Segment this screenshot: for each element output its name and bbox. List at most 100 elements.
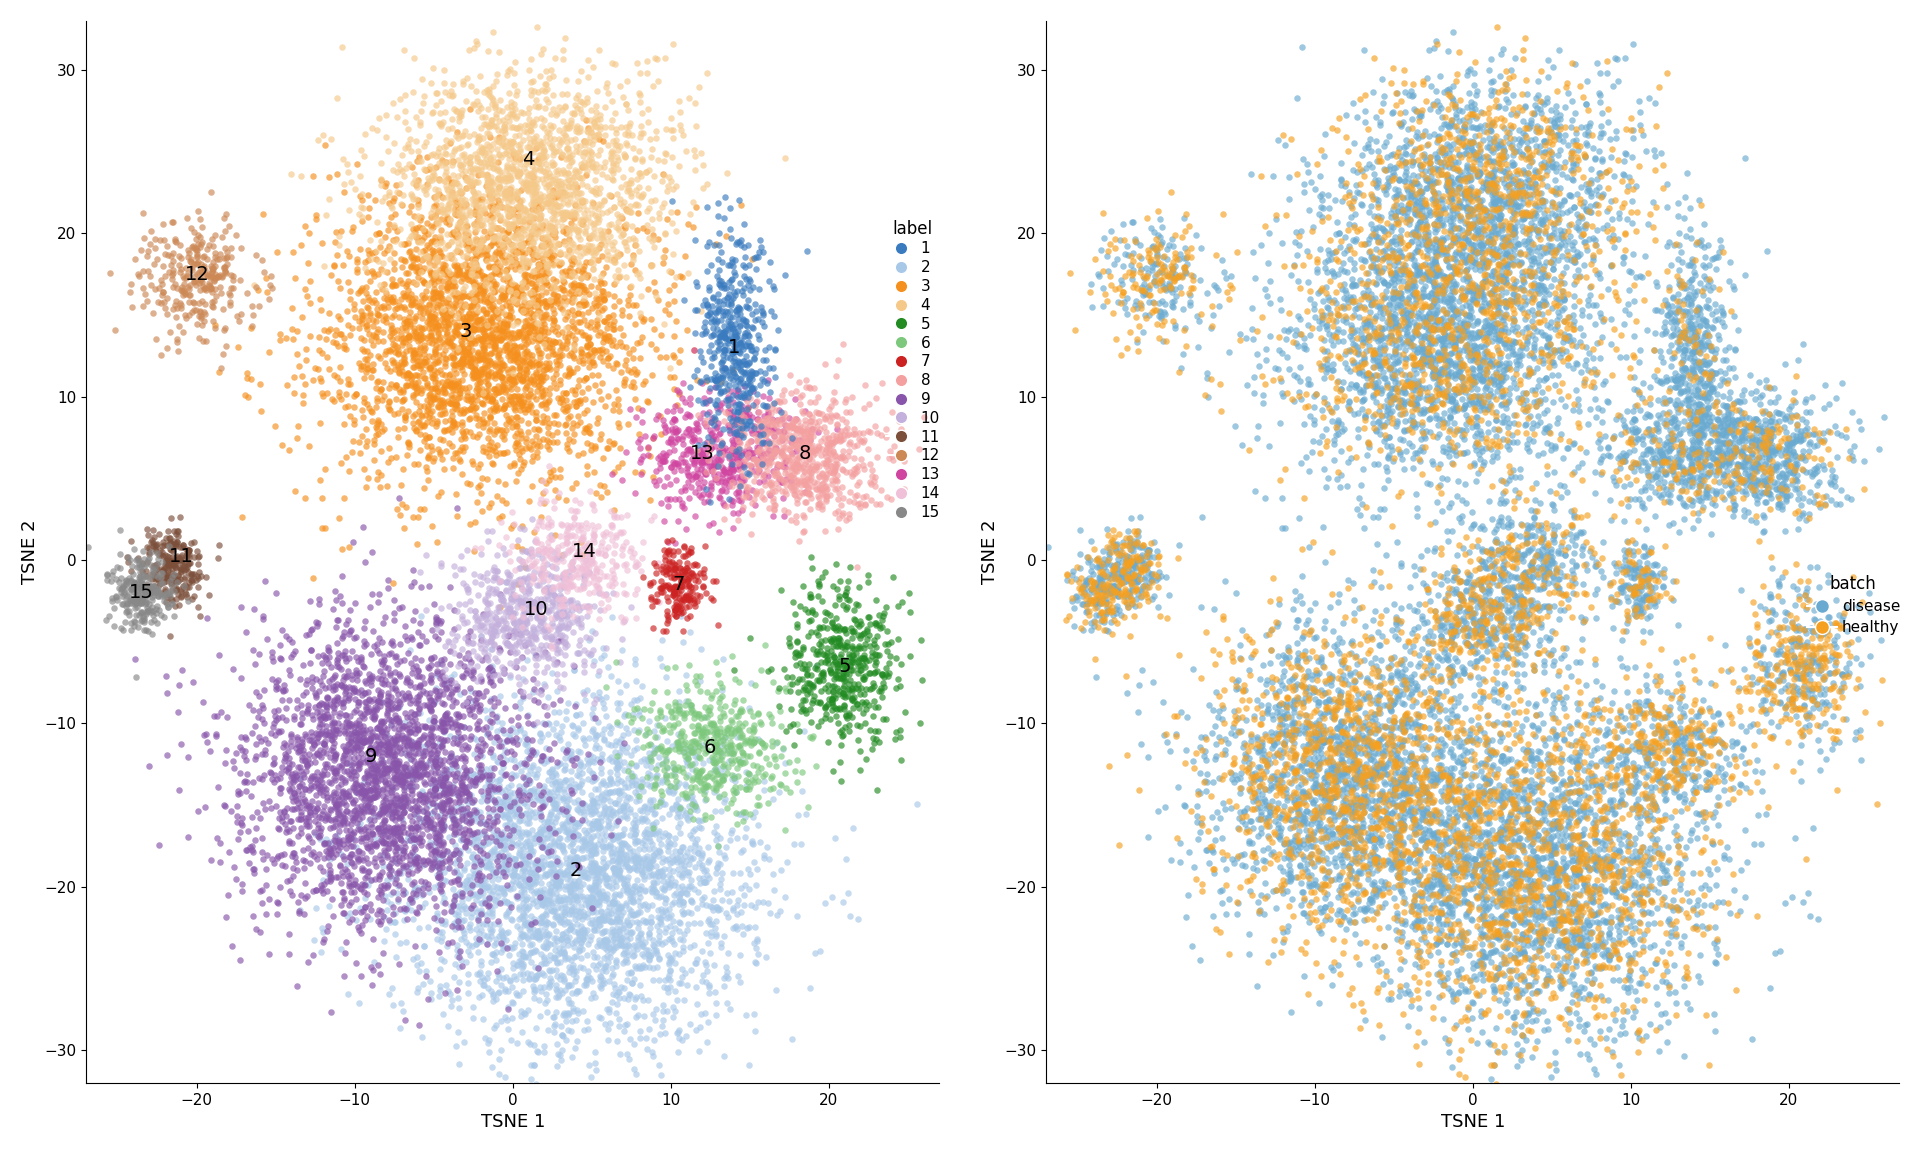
- healthy: [1281, 688, 1311, 706]
- Point: [280, 483, 311, 501]
- Point: [467, 394, 497, 412]
- healthy: [1148, 247, 1179, 265]
- disease: [1114, 555, 1144, 574]
- Point: [540, 210, 570, 228]
- Point: [601, 558, 632, 576]
- Point: [549, 945, 580, 963]
- Point: [522, 248, 553, 266]
- Point: [549, 970, 580, 988]
- disease: [1250, 626, 1281, 644]
- Point: [374, 393, 405, 411]
- disease: [1684, 333, 1715, 351]
- Point: [710, 328, 741, 347]
- Point: [820, 450, 851, 469]
- disease: [1764, 404, 1795, 423]
- healthy: [1611, 732, 1642, 750]
- Point: [497, 251, 528, 270]
- Point: [146, 271, 177, 289]
- Point: [795, 440, 826, 458]
- disease: [1536, 226, 1567, 244]
- Point: [495, 584, 526, 602]
- disease: [1380, 180, 1411, 198]
- Point: [895, 646, 925, 665]
- Point: [342, 842, 372, 861]
- disease: [1440, 395, 1471, 414]
- disease: [1135, 564, 1165, 583]
- disease: [1686, 356, 1716, 374]
- Point: [444, 229, 474, 248]
- disease: [1440, 357, 1471, 376]
- disease: [1334, 379, 1365, 397]
- Point: [724, 702, 755, 720]
- disease: [1624, 602, 1655, 621]
- Point: [511, 614, 541, 632]
- Point: [282, 827, 313, 846]
- Point: [144, 576, 175, 594]
- healthy: [1484, 925, 1515, 943]
- Point: [662, 757, 693, 775]
- disease: [1452, 223, 1482, 242]
- Point: [597, 236, 628, 255]
- healthy: [1428, 852, 1459, 871]
- Point: [336, 893, 367, 911]
- disease: [1530, 369, 1561, 387]
- healthy: [1634, 570, 1665, 589]
- Point: [213, 283, 244, 302]
- Point: [781, 455, 812, 473]
- disease: [1375, 157, 1405, 175]
- disease: [1275, 819, 1306, 838]
- disease: [1755, 611, 1786, 629]
- healthy: [1434, 817, 1465, 835]
- disease: [1730, 422, 1761, 440]
- disease: [1613, 420, 1644, 439]
- Point: [766, 442, 797, 461]
- Point: [447, 347, 478, 365]
- Point: [582, 229, 612, 248]
- disease: [1538, 694, 1569, 712]
- disease: [1244, 758, 1275, 776]
- Point: [557, 568, 588, 586]
- Point: [568, 729, 599, 748]
- Point: [503, 312, 534, 331]
- Point: [424, 773, 455, 791]
- Point: [438, 902, 468, 920]
- disease: [1630, 589, 1661, 607]
- disease: [1421, 285, 1452, 303]
- Point: [758, 359, 789, 378]
- healthy: [1818, 677, 1849, 696]
- disease: [1503, 591, 1534, 609]
- Point: [426, 188, 457, 206]
- Point: [390, 408, 420, 426]
- Point: [637, 273, 668, 291]
- Point: [574, 856, 605, 874]
- healthy: [1452, 859, 1482, 878]
- Point: [852, 626, 883, 644]
- Point: [833, 492, 864, 510]
- disease: [1523, 749, 1553, 767]
- disease: [1571, 911, 1601, 930]
- disease: [1740, 763, 1770, 781]
- disease: [1490, 993, 1521, 1011]
- Point: [739, 918, 770, 937]
- healthy: [1288, 866, 1319, 885]
- disease: [1478, 166, 1509, 184]
- Point: [482, 346, 513, 364]
- disease: [1361, 720, 1392, 738]
- disease: [1511, 319, 1542, 338]
- disease: [1465, 897, 1496, 916]
- Point: [440, 190, 470, 209]
- disease: [1369, 86, 1400, 105]
- Point: [486, 590, 516, 608]
- Point: [407, 70, 438, 89]
- Point: [676, 703, 707, 721]
- Point: [576, 435, 607, 454]
- healthy: [1294, 282, 1325, 301]
- Point: [507, 276, 538, 295]
- Point: [597, 847, 628, 865]
- disease: [1379, 842, 1409, 861]
- disease: [1509, 183, 1540, 202]
- Point: [714, 467, 745, 485]
- Point: [442, 400, 472, 418]
- disease: [1546, 109, 1576, 128]
- Point: [424, 768, 455, 787]
